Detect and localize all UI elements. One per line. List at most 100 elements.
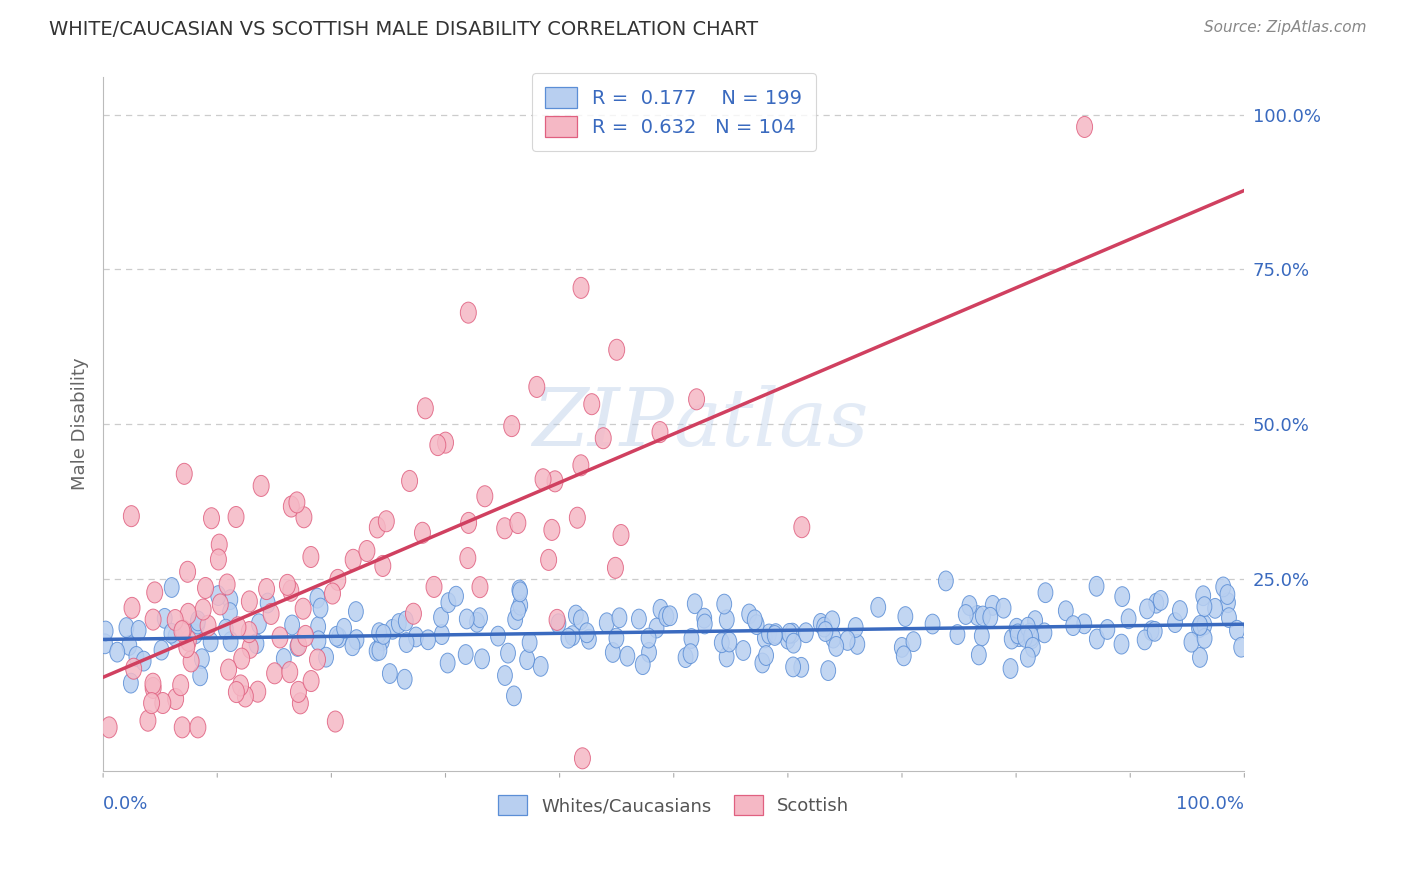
Ellipse shape xyxy=(1114,634,1129,654)
Ellipse shape xyxy=(370,641,384,661)
Ellipse shape xyxy=(520,649,534,670)
Ellipse shape xyxy=(536,468,551,490)
Ellipse shape xyxy=(291,635,307,656)
Ellipse shape xyxy=(894,638,910,657)
Ellipse shape xyxy=(280,574,295,595)
Ellipse shape xyxy=(683,644,697,664)
Ellipse shape xyxy=(110,642,125,662)
Ellipse shape xyxy=(613,524,628,546)
Ellipse shape xyxy=(252,614,266,633)
Ellipse shape xyxy=(749,615,763,634)
Ellipse shape xyxy=(1021,617,1035,637)
Ellipse shape xyxy=(607,558,623,578)
Ellipse shape xyxy=(1147,622,1163,641)
Ellipse shape xyxy=(1229,620,1244,640)
Ellipse shape xyxy=(292,693,308,714)
Ellipse shape xyxy=(544,519,560,541)
Ellipse shape xyxy=(688,594,702,614)
Ellipse shape xyxy=(818,622,832,641)
Ellipse shape xyxy=(678,648,693,667)
Ellipse shape xyxy=(378,511,394,532)
Ellipse shape xyxy=(825,611,839,631)
Ellipse shape xyxy=(1192,648,1208,667)
Ellipse shape xyxy=(145,673,160,694)
Ellipse shape xyxy=(311,616,326,637)
Ellipse shape xyxy=(654,599,668,619)
Ellipse shape xyxy=(228,681,245,703)
Ellipse shape xyxy=(551,614,565,633)
Text: WHITE/CAUCASIAN VS SCOTTISH MALE DISABILITY CORRELATION CHART: WHITE/CAUCASIAN VS SCOTTISH MALE DISABIL… xyxy=(49,20,758,38)
Ellipse shape xyxy=(212,594,228,615)
Ellipse shape xyxy=(418,398,433,419)
Ellipse shape xyxy=(231,616,246,638)
Ellipse shape xyxy=(569,508,585,528)
Ellipse shape xyxy=(373,640,387,660)
Ellipse shape xyxy=(609,628,624,648)
Ellipse shape xyxy=(288,491,305,513)
Ellipse shape xyxy=(242,622,257,642)
Ellipse shape xyxy=(1090,576,1104,596)
Ellipse shape xyxy=(1195,586,1211,606)
Ellipse shape xyxy=(155,692,170,714)
Ellipse shape xyxy=(974,626,990,646)
Ellipse shape xyxy=(399,632,413,652)
Ellipse shape xyxy=(595,427,612,449)
Ellipse shape xyxy=(606,642,620,663)
Ellipse shape xyxy=(190,611,205,631)
Ellipse shape xyxy=(870,598,886,617)
Ellipse shape xyxy=(786,657,800,677)
Ellipse shape xyxy=(986,596,1000,615)
Ellipse shape xyxy=(145,609,162,630)
Ellipse shape xyxy=(224,590,238,609)
Ellipse shape xyxy=(768,625,782,646)
Ellipse shape xyxy=(574,610,588,630)
Ellipse shape xyxy=(636,655,650,674)
Ellipse shape xyxy=(1010,618,1024,638)
Ellipse shape xyxy=(1197,615,1212,635)
Ellipse shape xyxy=(145,677,162,698)
Ellipse shape xyxy=(458,645,472,665)
Ellipse shape xyxy=(221,659,236,680)
Ellipse shape xyxy=(129,647,143,666)
Ellipse shape xyxy=(179,637,195,657)
Ellipse shape xyxy=(141,710,156,731)
Ellipse shape xyxy=(398,669,412,690)
Ellipse shape xyxy=(402,470,418,491)
Ellipse shape xyxy=(204,632,218,652)
Ellipse shape xyxy=(683,629,699,648)
Ellipse shape xyxy=(620,647,634,666)
Text: atlas: atlas xyxy=(673,385,869,463)
Ellipse shape xyxy=(579,623,595,642)
Ellipse shape xyxy=(496,517,513,539)
Ellipse shape xyxy=(759,646,773,665)
Ellipse shape xyxy=(314,599,328,618)
Ellipse shape xyxy=(336,618,352,638)
Ellipse shape xyxy=(319,648,333,667)
Ellipse shape xyxy=(512,580,527,599)
Ellipse shape xyxy=(434,624,450,645)
Ellipse shape xyxy=(460,548,475,568)
Ellipse shape xyxy=(330,569,346,591)
Ellipse shape xyxy=(533,657,548,676)
Ellipse shape xyxy=(848,617,863,638)
Ellipse shape xyxy=(641,642,657,662)
Ellipse shape xyxy=(762,624,776,644)
Ellipse shape xyxy=(1115,587,1129,607)
Ellipse shape xyxy=(375,624,391,644)
Ellipse shape xyxy=(925,614,941,634)
Ellipse shape xyxy=(232,675,249,696)
Ellipse shape xyxy=(277,648,291,668)
Ellipse shape xyxy=(325,583,340,604)
Ellipse shape xyxy=(291,681,307,702)
Ellipse shape xyxy=(841,631,855,650)
Ellipse shape xyxy=(190,717,205,738)
Ellipse shape xyxy=(972,645,986,665)
Ellipse shape xyxy=(1038,623,1052,643)
Ellipse shape xyxy=(1149,593,1164,613)
Ellipse shape xyxy=(190,614,205,634)
Ellipse shape xyxy=(120,617,134,638)
Ellipse shape xyxy=(180,631,197,651)
Ellipse shape xyxy=(1216,577,1230,597)
Ellipse shape xyxy=(188,624,202,644)
Ellipse shape xyxy=(472,607,488,628)
